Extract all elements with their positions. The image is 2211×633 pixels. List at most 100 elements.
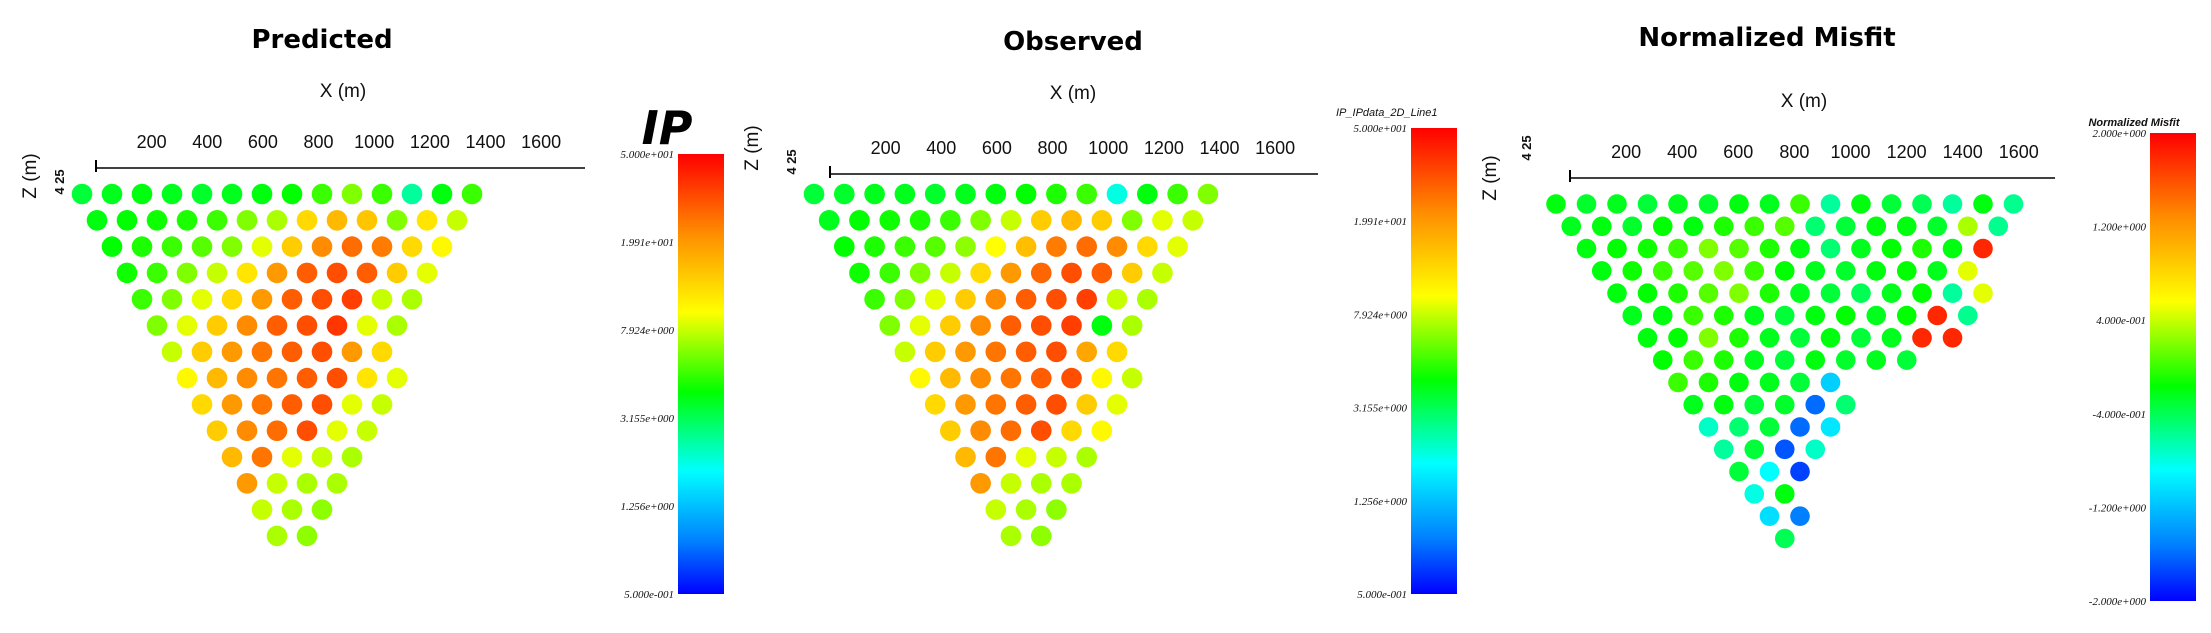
data-point <box>296 525 318 547</box>
data-point <box>1927 305 1948 326</box>
data-point <box>296 315 318 336</box>
data-point <box>1942 238 1963 259</box>
data-point <box>864 236 885 257</box>
data-point <box>1805 394 1826 415</box>
data-point <box>894 236 916 257</box>
data-point <box>1698 238 1719 259</box>
data-point <box>1927 216 1948 237</box>
data-point <box>1713 439 1734 460</box>
data-point <box>1713 261 1734 281</box>
data-point <box>371 341 393 363</box>
data-point <box>341 236 363 257</box>
colorbar-tick-label: -4.000e-001 <box>2093 409 2146 421</box>
data-point <box>1729 194 1749 214</box>
data-point <box>1637 283 1658 304</box>
data-point <box>1061 210 1082 231</box>
data-point <box>1729 328 1749 348</box>
data-point <box>955 341 976 363</box>
x-tick-label: 400 <box>1667 142 1697 162</box>
data-point <box>1668 372 1688 393</box>
data-point <box>1076 341 1097 363</box>
data-point <box>1896 261 1917 281</box>
x-tick-label: 1600 <box>1999 142 2039 162</box>
data-point <box>281 341 303 363</box>
data-point <box>1942 194 1963 214</box>
data-point <box>1061 367 1082 389</box>
data-point <box>1790 283 1810 304</box>
data-point <box>1046 499 1067 520</box>
data-point <box>1167 236 1188 257</box>
data-point <box>1030 420 1052 442</box>
data-point <box>161 183 183 205</box>
data-point <box>1790 328 1810 348</box>
data-point <box>970 315 991 336</box>
data-point <box>401 183 423 205</box>
data-point <box>1713 394 1734 415</box>
data-point <box>1197 183 1219 205</box>
data-point <box>879 210 901 231</box>
data-point <box>1106 341 1128 363</box>
colorbar-tick-label: 1.991e+001 <box>1353 216 1407 228</box>
data-point <box>1790 194 1810 214</box>
data-point <box>116 262 138 284</box>
data-point <box>1046 394 1067 415</box>
x-axis-label: X (m) <box>320 81 366 102</box>
data-point <box>1076 236 1097 257</box>
data-point <box>1683 394 1704 415</box>
data-point <box>1167 183 1188 205</box>
data-point <box>296 210 318 231</box>
data-point <box>1607 194 1627 214</box>
data-point <box>281 183 303 205</box>
z-axis-label: Z (m) <box>742 125 763 170</box>
data-point <box>1637 328 1658 348</box>
data-point <box>311 183 333 205</box>
data-point <box>1698 372 1719 393</box>
data-point <box>251 341 273 363</box>
data-point <box>1790 238 1810 259</box>
data-point <box>1866 261 1887 281</box>
data-point <box>1912 238 1932 259</box>
chart-title: Predicted <box>251 25 392 55</box>
x-tick-label: 200 <box>137 132 167 152</box>
data-point <box>1152 210 1173 231</box>
data-point <box>1835 261 1856 281</box>
data-point <box>191 236 213 257</box>
data-point <box>955 183 976 205</box>
data-point <box>985 394 1007 415</box>
data-point <box>940 315 961 336</box>
colorbar-tick-label: 1.256e+000 <box>1353 496 1407 508</box>
data-point <box>416 210 438 231</box>
data-point <box>1652 305 1673 326</box>
data-point <box>955 236 976 257</box>
data-point <box>1015 236 1037 257</box>
data-point <box>371 288 393 310</box>
x-ticks: 200 400 600 800 1000 1200 1400 1600 <box>95 132 561 172</box>
data-point <box>1973 238 1993 259</box>
colorbar-tick-label: 3.155e+000 <box>619 413 674 425</box>
data-point <box>985 499 1007 520</box>
data-point <box>1835 305 1856 326</box>
data-point <box>221 236 243 257</box>
data-point <box>326 473 348 494</box>
data-point <box>864 288 885 310</box>
x-tick-label: 200 <box>871 138 901 158</box>
z-tick-label: 4 25 <box>52 169 67 194</box>
data-point <box>266 420 288 442</box>
data-point <box>1729 283 1749 304</box>
data-point <box>1137 183 1158 205</box>
data-point <box>1957 305 1978 326</box>
data-point <box>131 183 153 205</box>
data-point <box>1000 315 1022 336</box>
data-point <box>1744 350 1765 370</box>
x-tick-label: 1200 <box>1887 142 1927 162</box>
data-point <box>161 288 183 310</box>
data-point <box>1076 288 1097 310</box>
data-point <box>1698 417 1719 437</box>
data-point <box>940 262 961 284</box>
data-point <box>894 183 916 205</box>
data-point <box>236 210 258 231</box>
data-point <box>416 262 438 284</box>
data-points <box>1546 194 2024 549</box>
data-point <box>1106 236 1128 257</box>
data-point <box>924 341 946 363</box>
